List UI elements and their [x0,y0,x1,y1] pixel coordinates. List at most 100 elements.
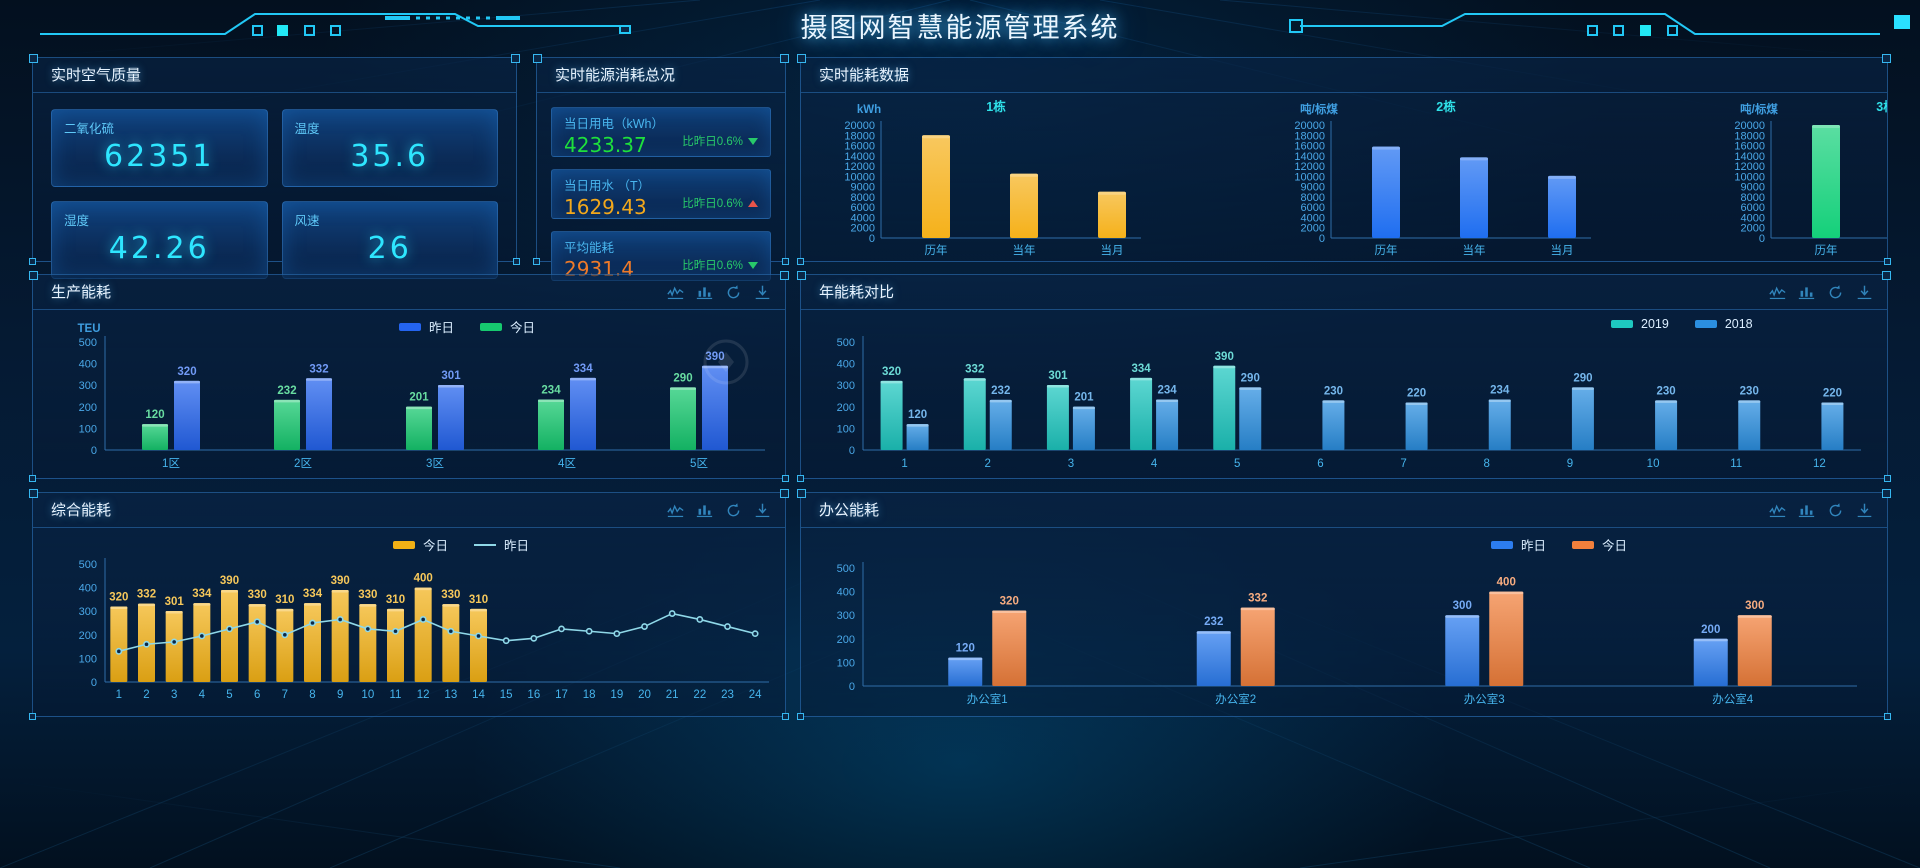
svg-text:9000: 9000 [1741,182,1765,194]
refresh-icon[interactable] [1827,284,1844,301]
svg-text:8000: 8000 [1741,192,1765,204]
panel-production: 生产能耗 昨日 今日 500 400 300 200 100 0 TEU 120 320 1区 232… [29,271,789,482]
office-chart: 500 400 300 200 100 0 120 320 办公室1 232 332 办公室2 300 4… [837,562,1857,706]
svg-text:6000: 6000 [1301,202,1325,214]
svg-text:20000: 20000 [844,120,875,132]
bar-chart-icon[interactable] [696,284,713,301]
svg-text:4000: 4000 [1741,212,1765,224]
svg-text:4区: 4区 [558,458,576,470]
svg-text:120: 120 [145,409,164,421]
svg-text:301: 301 [165,596,185,608]
trend-down-icon [748,137,758,145]
legend-item[interactable]: 今日 [480,317,535,336]
air-quality-card-value: 42.26 [108,231,210,266]
svg-text:10000: 10000 [844,171,875,183]
svg-text:332: 332 [1248,593,1267,605]
svg-text:3: 3 [171,689,177,701]
legend-swatch [1611,320,1633,328]
svg-text:21: 21 [666,689,679,701]
svg-text:300: 300 [837,610,855,622]
air-quality-card: 湿度 42.26 [51,201,268,279]
svg-text:kWh: kWh [857,104,881,116]
svg-text:5: 5 [1234,458,1240,470]
svg-text:232: 232 [1204,616,1223,628]
bar-chart-icon[interactable] [1798,502,1815,519]
legend-label: 今日 [510,321,536,335]
air-quality-card: 二氧化硫 62351 [51,109,268,187]
svg-text:2000: 2000 [1741,223,1765,235]
svg-text:14000: 14000 [1294,151,1325,163]
air-quality-card-label: 温度 [294,122,320,136]
download-icon[interactable] [1856,284,1873,301]
svg-text:14000: 14000 [844,151,875,163]
svg-text:301: 301 [441,370,461,382]
legend-item[interactable]: 2019 [1611,317,1669,331]
legend-comprehensive: 今日 昨日 [393,535,529,554]
svg-text:2栋: 2栋 [1436,99,1456,114]
svg-text:2: 2 [985,458,991,470]
svg-text:办公室2: 办公室2 [1215,692,1256,706]
trend-down-icon [748,261,758,269]
energy-summary-compare-text: 比昨日0.6% [682,198,743,210]
legend-swatch [474,543,497,546]
download-icon[interactable] [1856,502,1873,519]
svg-text:办公室1: 办公室1 [967,692,1008,706]
svg-text:310: 310 [275,594,294,606]
svg-text:4000: 4000 [1301,212,1325,224]
download-icon[interactable] [754,284,771,301]
svg-text:20000: 20000 [1734,120,1765,132]
bar-chart-icon[interactable] [1798,284,1815,301]
panel-title-office: 办公能耗 [801,493,1887,528]
air-quality-card-value: 26 [367,231,412,266]
svg-text:400: 400 [837,359,855,371]
svg-text:334: 334 [303,588,323,600]
svg-text:400: 400 [414,573,433,585]
legend-item[interactable]: 2018 [1694,317,1753,331]
svg-text:220: 220 [1823,387,1842,399]
legend-annual: 2019 2018 [1611,317,1753,331]
legend-item[interactable]: 昨日 [1491,535,1546,554]
air-quality-card: 温度 35.6 [281,109,498,187]
refresh-icon[interactable] [1827,502,1844,519]
app-header: 摄图网智慧能源管理系统 [0,0,1920,52]
svg-text:7: 7 [282,689,288,701]
air-quality-card: 风速 26 [281,201,498,279]
svg-text:332: 332 [965,363,984,375]
svg-text:3区: 3区 [426,458,444,470]
svg-text:历年: 历年 [1815,243,1838,257]
svg-text:0: 0 [869,233,875,245]
svg-text:10000: 10000 [1734,171,1765,183]
legend-item[interactable]: 今日 [393,535,448,554]
legend-item[interactable]: 今日 [1572,535,1627,554]
svg-text:220: 220 [1407,387,1426,399]
svg-text:500: 500 [79,559,97,571]
svg-text:TEU: TEU [78,323,101,335]
svg-text:1: 1 [116,689,122,701]
air-quality-card-value: 62351 [104,139,215,174]
svg-text:0: 0 [1319,233,1325,245]
svg-text:6000: 6000 [851,202,875,214]
panel-air-quality: 实时空气质量 二氧化硫 62351 温度 35.6 湿度 42.26 风速 26 [29,54,520,279]
line-chart-icon[interactable] [667,284,684,301]
legend-label: 今日 [1602,539,1628,553]
line-chart-icon[interactable] [1769,502,1786,519]
legend-item[interactable]: 昨日 [399,317,454,336]
refresh-icon[interactable] [725,284,742,301]
line-chart-icon[interactable] [1769,284,1786,301]
panel-annual: 年能耗对比 2019 2018 500 400 300 200 100 0 320 120 1 33… [797,271,1891,482]
legend-label: 昨日 [1521,539,1547,553]
svg-text:13: 13 [444,689,457,701]
air-quality-card-label: 风速 [294,214,320,228]
svg-text:390: 390 [1215,351,1234,363]
svg-text:22: 22 [693,689,706,701]
download-icon[interactable] [754,502,771,519]
svg-text:200: 200 [837,634,855,646]
refresh-icon[interactable] [725,502,742,519]
annual-chart: 500 400 300 200 100 0 320 120 1 332 232 2 301 201 3 334… [837,336,1861,470]
svg-text:10: 10 [361,689,374,701]
energy-summary-label: 当日用电（kWh） [564,117,665,131]
bar-chart-icon[interactable] [696,502,713,519]
svg-text:320: 320 [1000,595,1019,607]
legend-item[interactable]: 昨日 [474,535,529,554]
line-chart-icon[interactable] [667,502,684,519]
